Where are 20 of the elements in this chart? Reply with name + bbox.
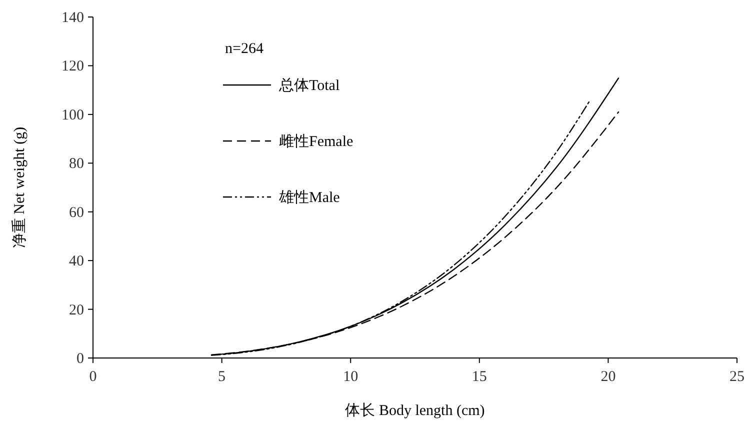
x-tick-label: 20 (600, 369, 616, 385)
y-tick-label: 40 (69, 254, 84, 270)
x-tick-label: 15 (472, 369, 487, 385)
x-axis-title: 体长 Body length (cm) (345, 402, 485, 419)
y-axis-title: 净重 Net weight (g) (11, 126, 28, 248)
x-tick-label: 5 (218, 369, 226, 385)
x-tick-label: 10 (343, 369, 358, 385)
legend-label: 雌性Female (279, 133, 354, 150)
x-tick-label: 0 (89, 369, 97, 385)
y-tick-label: 120 (62, 58, 84, 75)
x-tick-label: 25 (730, 369, 744, 385)
y-tick-label: 60 (69, 204, 84, 221)
y-tick-label: 100 (62, 107, 84, 124)
legend-label: 总体Total (278, 77, 340, 94)
annotation: n=264 (225, 41, 264, 57)
y-tick-label: 140 (62, 10, 84, 26)
y-tick-label: 0 (76, 351, 84, 367)
y-tick-label: 20 (69, 302, 84, 318)
y-tick-label: 80 (69, 156, 84, 172)
legend-label: 雄性Male (278, 189, 340, 206)
